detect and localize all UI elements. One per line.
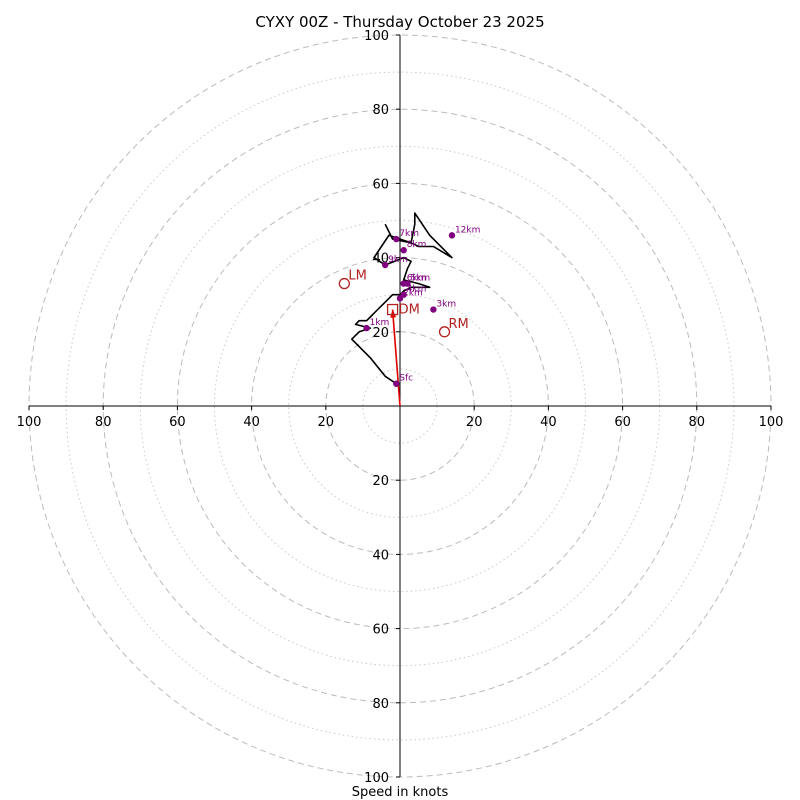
x-tick-label: 40 xyxy=(540,415,557,430)
mean-wind-vector xyxy=(391,309,401,407)
storm-motion-group: LM RM DM xyxy=(338,269,469,338)
height-label-9km: 9km xyxy=(388,255,408,265)
y-tick-label: 80 xyxy=(372,103,389,118)
chart-title: CYXY 00Z - Thursday October 23 2025 xyxy=(255,13,544,31)
x-tick-label: 100 xyxy=(17,415,42,430)
hodograph-trace xyxy=(350,212,453,385)
height-marker-7km xyxy=(393,235,400,243)
y-tick-label: 20 xyxy=(372,474,389,489)
x-tick-label: 100 xyxy=(759,415,784,430)
height-marker-3km xyxy=(430,306,437,313)
tick-labels: 2020202040404040606060608080808010010010… xyxy=(17,29,784,786)
storm-marker-dm xyxy=(386,303,399,316)
x-tick-label: 20 xyxy=(318,415,335,430)
height-label-2km: 2km xyxy=(403,288,423,298)
height-label-8km: 8km xyxy=(407,240,427,250)
x-tick-label: 40 xyxy=(243,415,260,430)
height-marker-1km xyxy=(363,324,370,332)
height-marker-4km xyxy=(400,291,407,298)
height-label-1km: 1km xyxy=(370,318,390,328)
hodograph-trace-group xyxy=(350,212,453,385)
x-tick-label: 60 xyxy=(614,415,631,430)
y-tick-label: 60 xyxy=(372,177,389,192)
x-tick-label: 80 xyxy=(689,415,706,430)
height-marker-6km xyxy=(400,280,407,287)
y-tick-label: 60 xyxy=(372,623,389,638)
x-tick-label: 80 xyxy=(95,415,112,430)
mean-wind-arrowhead xyxy=(390,309,397,318)
y-tick-label: 80 xyxy=(372,697,389,712)
height-marker-9km xyxy=(381,261,389,269)
x-axis-label: Speed in knots xyxy=(352,785,449,800)
height-label-6km: 6km xyxy=(407,274,427,284)
storm-marker-lm xyxy=(338,277,351,290)
height-label-7km: 7km xyxy=(399,229,419,239)
storm-label-dm: DM xyxy=(399,303,420,318)
y-tick-label: 100 xyxy=(364,771,389,786)
storm-label-rm: RM xyxy=(449,317,469,332)
y-tick-label: 20 xyxy=(372,326,389,341)
height-marker-12km xyxy=(448,232,456,239)
height-label-sfc: Sfc xyxy=(399,374,413,384)
height-label-3km: 3km xyxy=(436,300,456,310)
x-tick-label: 60 xyxy=(169,415,186,430)
height-label-4km: 4km xyxy=(407,285,427,295)
storm-marker-rm xyxy=(438,326,451,338)
storm-label-lm: LM xyxy=(348,269,366,284)
x-tick-label: 20 xyxy=(466,415,483,430)
height-label-12km: 12km xyxy=(455,225,480,235)
height-marker-sfc xyxy=(393,380,400,387)
height-marker-8km xyxy=(400,246,407,254)
mean-wind-vector-group xyxy=(390,309,401,407)
y-tick-label: 100 xyxy=(364,29,389,44)
height-label-5km: 5km xyxy=(410,274,430,284)
y-tick-label: 40 xyxy=(372,548,389,563)
